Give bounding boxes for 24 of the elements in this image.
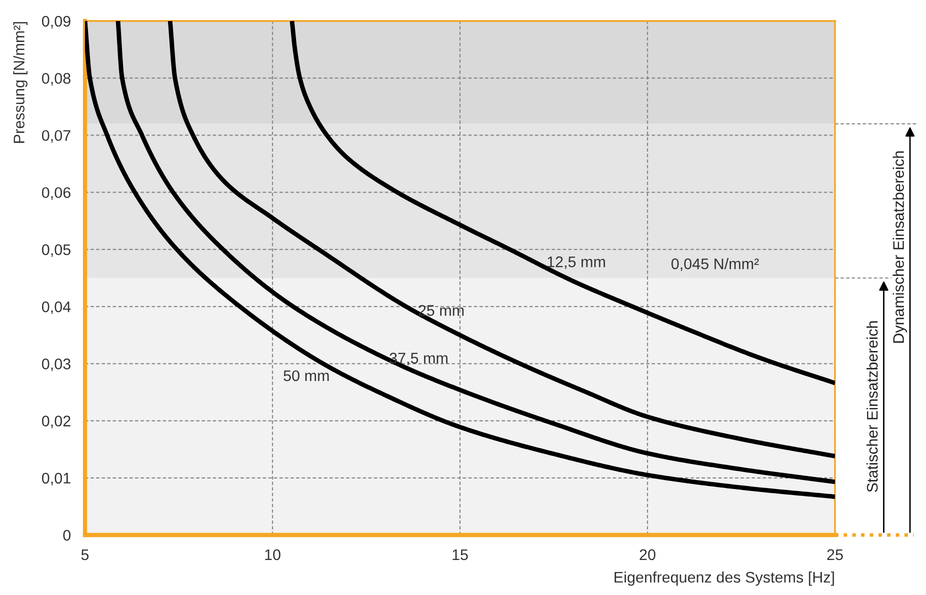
y-axis-title: Pressung [N/mm²]: [13, 22, 28, 143]
y-tick-label: 0,04: [42, 301, 71, 314]
x-axis-title: Eigenfrequenz des Systems [Hz]: [614, 571, 834, 586]
y-tick-label: 0,02: [42, 416, 70, 428]
y-tick-label: 0: [63, 530, 71, 541]
y-tick-label: 0,07: [42, 130, 70, 143]
y-tick-label: 0,06: [42, 187, 70, 200]
band-label: Dynamischer Einsatzbereich: [892, 151, 907, 343]
y-tick-label: 0,03: [42, 358, 70, 372]
annotation: 0,045 N/mm²: [671, 258, 759, 272]
band-label: Statischer Einsatzbereich: [866, 321, 878, 492]
y-tick-label: 0,09: [42, 16, 70, 28]
x-tick-label: 10: [265, 549, 280, 560]
x-tick-label: 20: [640, 549, 656, 560]
x-tick-label: 25: [827, 549, 843, 560]
y-tick-label: 0,08: [42, 72, 70, 86]
series-label: 37,5 mm: [390, 352, 448, 366]
y-tick-label: 0,05: [42, 244, 70, 257]
series-label: 12,5 mm: [548, 256, 605, 270]
series-label: 50 mm: [284, 370, 329, 382]
x-tick-label: 15: [452, 549, 468, 560]
x-tick-label: 5: [81, 549, 89, 560]
series-label: 25 mm: [418, 305, 464, 316]
y-tick-label: 0,01: [42, 472, 70, 486]
